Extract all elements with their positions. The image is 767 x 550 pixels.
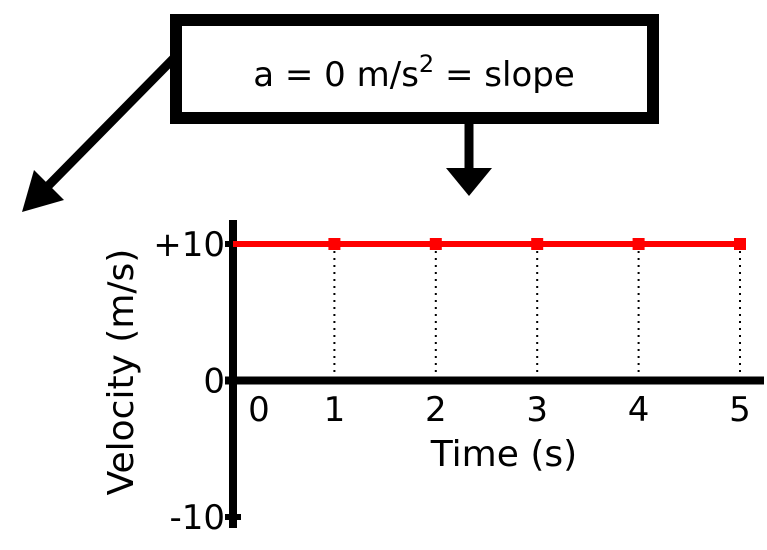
data-point-4 bbox=[632, 238, 645, 250]
annotation-callout: a = 0 m/s2 = slope bbox=[170, 14, 659, 124]
chart-gridlines bbox=[333, 244, 741, 381]
y-tick-label--10: -10 bbox=[169, 498, 225, 538]
y-tick-label-+10: +10 bbox=[153, 225, 225, 265]
annotation-prefix: a = 0 m/s bbox=[253, 55, 419, 95]
y-tick-label-0: 0 bbox=[203, 362, 225, 402]
x-tick-label-4: 4 bbox=[628, 390, 650, 430]
annotation-text: a = 0 m/s2 = slope bbox=[253, 50, 575, 95]
data-point-3 bbox=[531, 238, 544, 250]
data-point-1 bbox=[328, 238, 341, 250]
x-tick-label-5: 5 bbox=[729, 390, 751, 430]
chart-axes bbox=[225, 220, 764, 528]
x-tick-labels: 0 1 2 3 4 5 bbox=[248, 390, 751, 430]
annotation-suffix: = slope bbox=[434, 55, 575, 95]
annotation-box bbox=[170, 14, 659, 124]
x-axis-label: Time (s) bbox=[430, 434, 577, 475]
y-tick-labels: +10 0 -10 bbox=[153, 225, 225, 538]
data-point-5 bbox=[734, 238, 746, 250]
annotation-superscript: 2 bbox=[419, 50, 434, 78]
x-tick-label-1: 1 bbox=[324, 390, 346, 430]
x-tick-label-0: 0 bbox=[248, 390, 270, 430]
data-point-2 bbox=[429, 238, 442, 250]
diagonal-arrow-icon bbox=[22, 54, 178, 212]
chart-series bbox=[233, 238, 746, 250]
x-tick-label-2: 2 bbox=[425, 390, 447, 430]
y-axis-label: Velocity (m/s) bbox=[101, 249, 142, 496]
down-arrow-icon bbox=[446, 124, 492, 196]
x-tick-label-3: 3 bbox=[526, 390, 548, 430]
